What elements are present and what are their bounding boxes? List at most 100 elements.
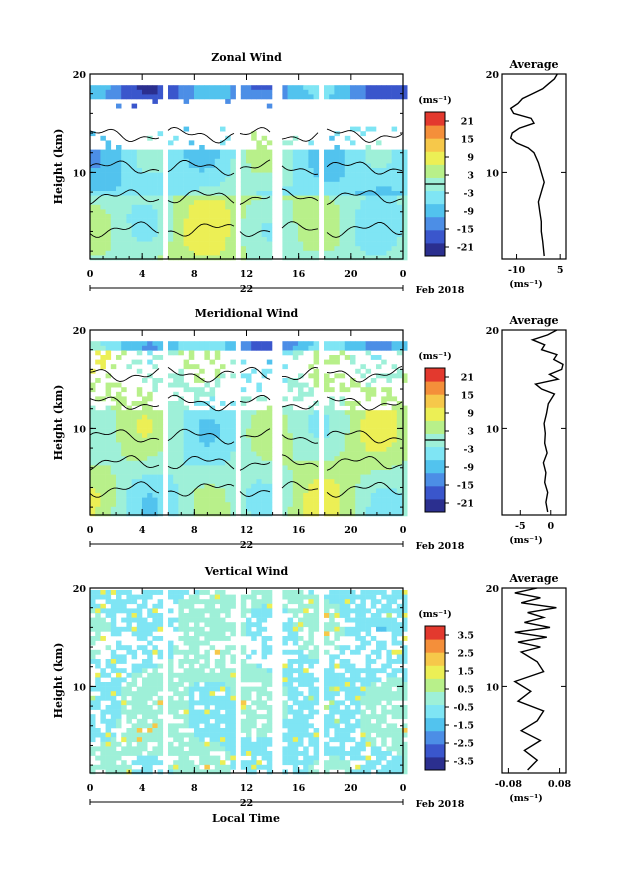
colorbar-tick-label: -2.5 bbox=[454, 739, 474, 750]
colorbar-tick-label: -3 bbox=[463, 189, 474, 200]
profile-x-tick-label: -10 bbox=[508, 265, 526, 276]
x-tick-label: 0 bbox=[87, 269, 94, 280]
y-tick-label: 20 bbox=[73, 70, 87, 81]
colorbar-swatch bbox=[425, 459, 445, 474]
colorbar-tick-label: 3 bbox=[467, 427, 474, 438]
x-tick-label: 8 bbox=[191, 783, 198, 794]
colorbar-tick-label: 0.5 bbox=[457, 685, 474, 696]
contour-line bbox=[89, 159, 403, 176]
y-tick-label: 10 bbox=[73, 168, 87, 179]
colorbar-tick-label: -3 bbox=[463, 445, 474, 456]
colorbar: 21 15 9 3 -3 -9 -15 -21 (ms⁻¹) bbox=[418, 351, 474, 513]
x-tick-label: 16 bbox=[292, 525, 306, 536]
colorbar-tick-label: -1.5 bbox=[454, 721, 474, 732]
colorbar-swatch bbox=[425, 446, 445, 461]
date-label: Feb 2018 bbox=[416, 285, 465, 296]
profile-title: Average bbox=[508, 572, 558, 585]
profile-x-label: (ms⁻¹) bbox=[509, 279, 543, 290]
y-axis-label: Height (km) bbox=[52, 129, 65, 205]
colorbar-tick-label: 1.5 bbox=[457, 667, 474, 678]
profile-x-label: (ms⁻¹) bbox=[509, 793, 543, 804]
colorbar-swatch bbox=[425, 639, 445, 653]
day-label: 22 bbox=[240, 284, 253, 295]
colorbar-swatch bbox=[425, 203, 445, 218]
x-tick-label: 0 bbox=[400, 525, 407, 536]
x-tick-label: 0 bbox=[400, 269, 407, 280]
colorbar-swatch bbox=[425, 743, 445, 758]
profile-y-tick-label: 20 bbox=[486, 70, 500, 81]
date-label: Feb 2018 bbox=[416, 799, 465, 810]
x-tick-label: 8 bbox=[191, 525, 198, 536]
profile-title: Average bbox=[508, 314, 558, 327]
colorbar: 21 15 9 3 -3 -9 -15 -21 (ms⁻¹) bbox=[418, 95, 474, 257]
profile-x-tick-label: 5 bbox=[557, 265, 564, 276]
colorbar-tick-label: -9 bbox=[463, 463, 474, 474]
colorbar-tick-label: -21 bbox=[457, 243, 474, 254]
colorbar-swatch bbox=[425, 704, 445, 719]
colorbar-tick-label: -3.5 bbox=[454, 757, 474, 768]
colorbar-tick-label: -15 bbox=[457, 225, 474, 236]
day-label: 22 bbox=[240, 798, 253, 809]
average-profile: Average -0.08 0.08 10 20 (ms⁻¹) bbox=[486, 572, 572, 804]
contour-line bbox=[89, 454, 403, 471]
colorbar-swatch bbox=[425, 626, 445, 640]
date-label: Feb 2018 bbox=[416, 541, 465, 552]
colorbar-swatch bbox=[425, 756, 445, 771]
colorbar-tick-label: 3 bbox=[467, 171, 474, 182]
colorbar-swatch bbox=[425, 691, 445, 706]
x-tick-label: 16 bbox=[292, 269, 306, 280]
colorbar-tick-label: 21 bbox=[461, 373, 474, 384]
y-axis-label: Height (km) bbox=[52, 385, 65, 461]
heatmap-cells bbox=[90, 590, 408, 775]
colorbar-swatch bbox=[425, 394, 445, 408]
profile-x-tick-label: -5 bbox=[515, 521, 526, 532]
panel-title: Zonal Wind bbox=[211, 51, 282, 64]
colorbar-swatch bbox=[425, 216, 445, 231]
profile-y-tick-label: 20 bbox=[486, 584, 500, 595]
colorbar-tick-label: 15 bbox=[461, 391, 474, 402]
colorbar-swatch bbox=[425, 242, 445, 257]
colorbar-swatch bbox=[425, 730, 445, 745]
colorbar-swatch bbox=[425, 164, 445, 178]
colorbar-tick-label: 3.5 bbox=[457, 631, 474, 642]
colorbar-tick-label: -21 bbox=[457, 499, 474, 510]
profile-x-label: (ms⁻¹) bbox=[509, 535, 543, 546]
x-tick-label: 12 bbox=[240, 525, 253, 536]
day-label: 22 bbox=[240, 540, 253, 551]
profile-line bbox=[513, 587, 557, 771]
profile-x-tick-label: 0.08 bbox=[548, 779, 572, 790]
colorbar-swatch bbox=[425, 420, 445, 434]
colorbar-tick-label: 15 bbox=[461, 135, 474, 146]
x-tick-label: 20 bbox=[344, 269, 358, 280]
x-tick-label: 0 bbox=[400, 783, 407, 794]
colorbar-tick-label: -15 bbox=[457, 481, 474, 492]
colorbar: 3.5 2.5 1.5 0.5 -0.5 -1.5 -2.5 -3.5 (ms⁻¹) bbox=[418, 609, 474, 771]
y-tick-label: 20 bbox=[73, 584, 87, 595]
colorbar-frame bbox=[424, 625, 446, 771]
x-tick-label: 20 bbox=[344, 525, 358, 536]
colorbar-swatch bbox=[425, 368, 445, 382]
contour-line bbox=[89, 428, 403, 445]
colorbar-swatch bbox=[425, 229, 445, 244]
colorbar-unit: (ms⁻¹) bbox=[418, 95, 452, 106]
profile-line bbox=[509, 73, 558, 257]
contour-line bbox=[89, 221, 403, 238]
colorbar-tick-label: 2.5 bbox=[457, 649, 474, 660]
y-tick-label: 20 bbox=[73, 326, 87, 337]
y-tick-label: 10 bbox=[73, 682, 87, 693]
y-tick-label: 10 bbox=[73, 424, 87, 435]
x-tick-label: 20 bbox=[344, 783, 358, 794]
profile-frame bbox=[501, 587, 567, 774]
x-tick-label: 12 bbox=[240, 269, 253, 280]
colorbar-swatch bbox=[425, 407, 445, 421]
colorbar-tick-label: 9 bbox=[467, 409, 474, 420]
colorbar-swatch bbox=[425, 652, 445, 666]
average-profile: Average -5 0 10 20 (ms⁻¹) bbox=[486, 314, 567, 546]
contour-line bbox=[89, 126, 403, 144]
x-tick-label: 0 bbox=[87, 783, 94, 794]
profile-y-tick-label: 10 bbox=[486, 682, 500, 693]
profile-y-tick-label: 10 bbox=[486, 424, 500, 435]
heatmap-cells bbox=[90, 341, 408, 517]
x-tick-label: 8 bbox=[191, 269, 198, 280]
